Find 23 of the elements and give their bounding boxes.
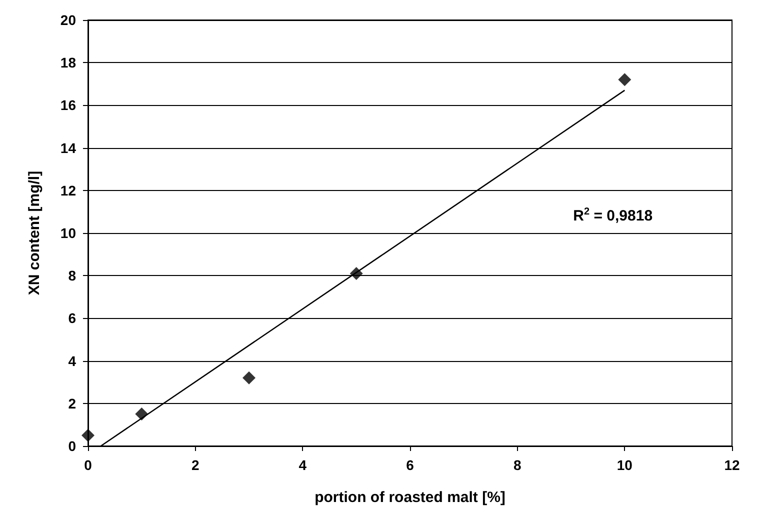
point <box>242 371 256 384</box>
y-tick-label: 16 <box>60 97 76 114</box>
y-tick-label: 10 <box>60 225 76 241</box>
y-tick-label: 4 <box>68 352 76 369</box>
y-tick-label: 18 <box>60 54 76 71</box>
x-tick-label: 4 <box>298 457 307 473</box>
y-tick-label: 20 <box>60 12 76 28</box>
point <box>82 428 94 442</box>
point <box>618 73 632 86</box>
y-tick-label: 12 <box>60 182 76 198</box>
y-tick-label: 0 <box>68 438 76 454</box>
x-tick-label: 10 <box>616 457 633 473</box>
y-axis-title: XN content [mg/l] <box>26 170 43 296</box>
x-axis-title: portion of roasted malt [%] <box>314 489 506 506</box>
x-tick-label: 12 <box>724 457 740 473</box>
y-tick-label: 14 <box>60 140 76 156</box>
y-tick-label: 8 <box>68 268 76 284</box>
x-tick-label: 6 <box>406 457 414 473</box>
x-tick-label: 2 <box>191 457 200 473</box>
x-tick-label: 0 <box>84 457 92 473</box>
y-tick-label: 6 <box>68 310 76 326</box>
y-tick-label: 2 <box>68 395 76 412</box>
x-tick-label: 8 <box>513 457 522 473</box>
